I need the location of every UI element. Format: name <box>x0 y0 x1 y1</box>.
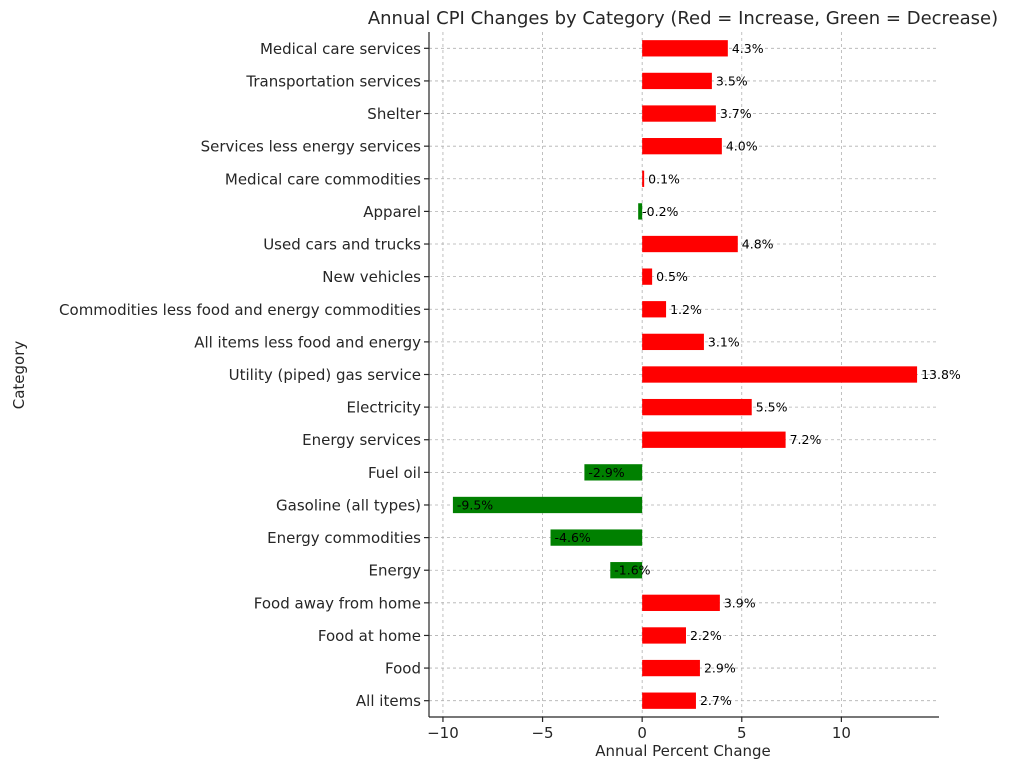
data-label: 3.7% <box>720 106 752 121</box>
data-label: 4.0% <box>726 139 758 154</box>
x-tick-label: −5 <box>531 724 553 742</box>
data-label: -9.5% <box>457 497 493 512</box>
data-label: 2.9% <box>704 661 736 676</box>
category-label: Energy services <box>302 431 421 449</box>
data-label: -2.9% <box>588 465 624 480</box>
bar-decrease <box>584 464 643 481</box>
category-label: Energy commodities <box>267 529 421 547</box>
category-label: Food away from home <box>254 594 421 612</box>
bar-layer <box>452 40 918 709</box>
data-label: 3.5% <box>716 73 748 88</box>
category-label: Energy <box>368 562 421 580</box>
category-label: New vehicles <box>322 268 421 286</box>
bar-increase <box>642 235 738 253</box>
bar-increase <box>642 72 712 90</box>
category-label: All items less food and energy <box>194 333 421 351</box>
category-label: Apparel <box>363 203 421 221</box>
data-label: 2.7% <box>700 693 732 708</box>
bar-increase <box>642 594 720 611</box>
data-label: 4.3% <box>732 41 764 56</box>
bar-increase <box>642 40 728 57</box>
category-label: All items <box>356 692 421 710</box>
data-label: 3.9% <box>724 595 756 610</box>
category-label: Gasoline (all types) <box>276 496 421 514</box>
category-label: Medical care commodities <box>225 170 421 188</box>
category-label: Commodities less food and energy commodi… <box>59 301 421 319</box>
x-tick-label: 10 <box>832 724 851 742</box>
bar-increase <box>642 333 704 351</box>
bar-increase <box>642 659 700 677</box>
data-label: 1.2% <box>670 302 702 317</box>
data-label: 4.8% <box>742 237 774 252</box>
data-label: -4.6% <box>555 530 591 545</box>
bar-increase <box>642 268 653 285</box>
x-axis-title: Annual Percent Change <box>595 742 771 760</box>
data-label: 2.2% <box>690 628 722 643</box>
data-label: -1.6% <box>614 563 650 578</box>
data-label: -0.2% <box>642 204 678 219</box>
category-label: Utility (piped) gas service <box>229 366 421 384</box>
category-label: Medical care services <box>260 40 421 58</box>
bar-decrease <box>610 562 643 579</box>
data-label: 13.8% <box>921 367 961 382</box>
data-label: 5.5% <box>756 400 788 415</box>
axis-layer: −10 −5 0 5 10 Medical care services Transporta… <box>59 32 939 742</box>
category-label: Food <box>385 660 421 678</box>
category-label: Services less energy services <box>201 138 422 156</box>
bar-increase <box>642 170 645 187</box>
bar-increase <box>642 366 918 383</box>
data-label: 0.5% <box>656 269 688 284</box>
data-label: 3.1% <box>708 334 740 349</box>
category-label: Shelter <box>367 105 422 123</box>
category-label: Fuel oil <box>368 464 421 482</box>
data-label-layer: 4.3% 3.5% 3.7% 4.0% 0.1% -0.2% 4.8% 0.5% 1.2% 3.1… <box>457 41 961 708</box>
x-tick-label: 0 <box>637 724 647 742</box>
category-label: Used cars and trucks <box>263 236 421 254</box>
x-tick-label: −10 <box>427 724 459 742</box>
bar-decrease <box>638 203 643 220</box>
y-axis-title: Category <box>10 341 28 410</box>
bar-decrease <box>452 496 643 514</box>
x-tick-label: 5 <box>737 724 747 742</box>
bar-increase <box>642 105 716 122</box>
bar-increase <box>642 692 696 709</box>
chart-title: Annual CPI Changes by Category (Red = In… <box>368 8 998 29</box>
category-label: Food at home <box>318 627 421 645</box>
bar-decrease <box>550 529 643 546</box>
category-label: Transportation services <box>245 72 421 90</box>
bar-increase <box>642 431 786 448</box>
data-label: 7.2% <box>790 432 822 447</box>
category-label: Electricity <box>346 399 421 417</box>
bar-increase <box>642 398 752 416</box>
bar-increase <box>642 301 667 318</box>
bar-increase <box>642 138 722 155</box>
data-label: 0.1% <box>648 171 680 186</box>
bar-increase <box>642 627 686 644</box>
